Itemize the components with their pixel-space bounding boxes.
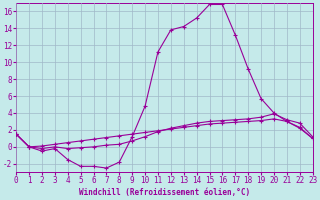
X-axis label: Windchill (Refroidissement éolien,°C): Windchill (Refroidissement éolien,°C): [79, 188, 250, 197]
